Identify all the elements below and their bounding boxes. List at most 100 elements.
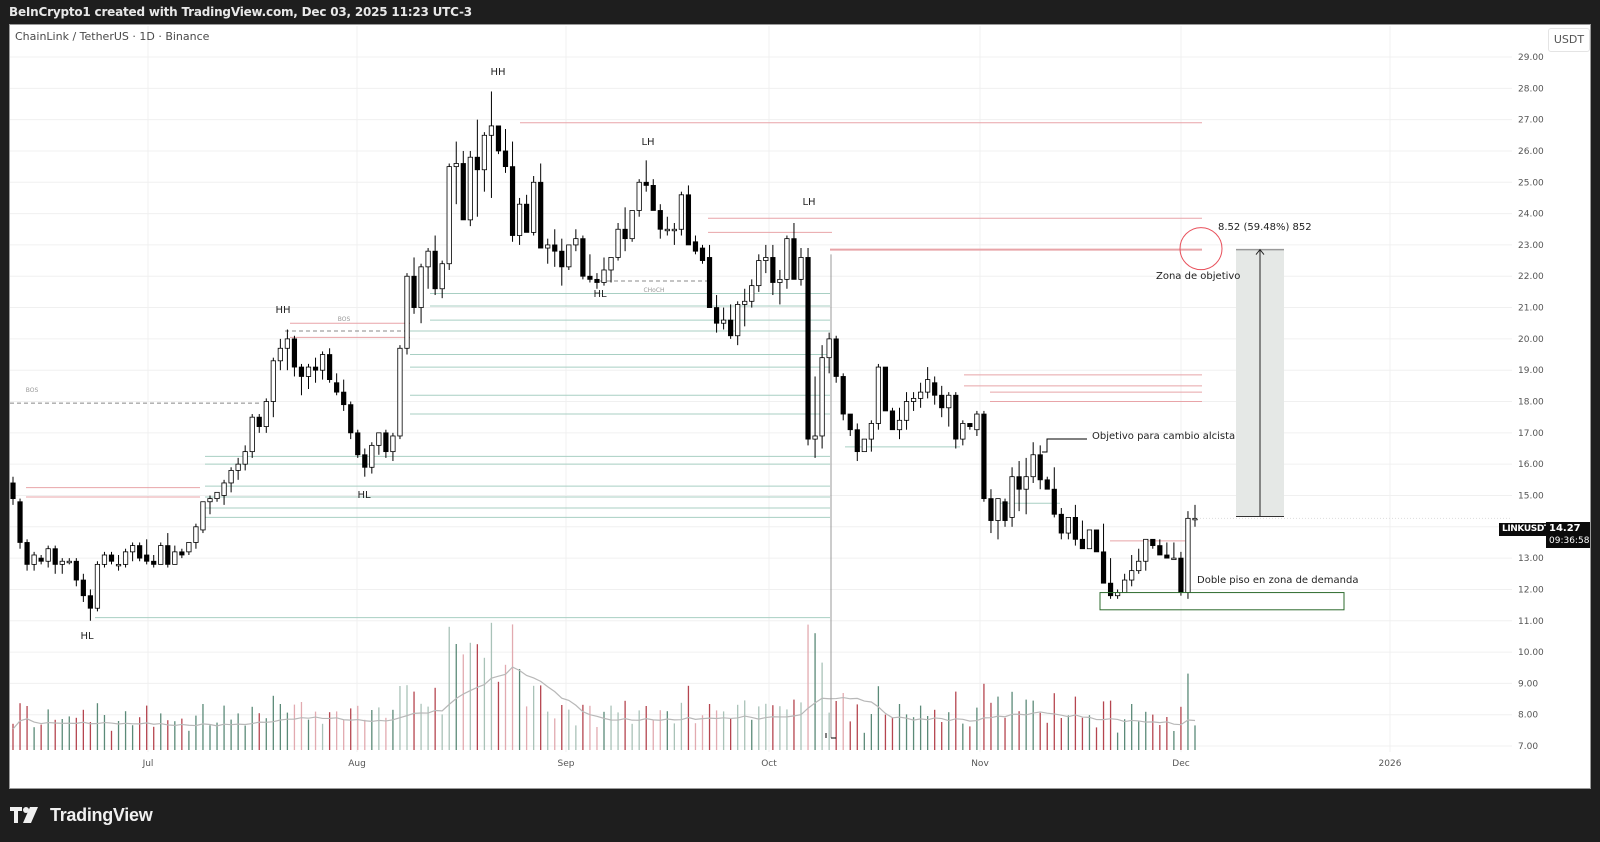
bear-candle [1107, 582, 1114, 597]
price-axis-label: 13.00 [1518, 554, 1544, 564]
grid [10, 26, 1512, 752]
bull-candle [1192, 517, 1198, 521]
bear-candle [1079, 538, 1086, 550]
bull-candle [678, 194, 684, 230]
bull-candle [784, 238, 790, 280]
bull-candle [995, 498, 1001, 521]
bull-candle [671, 228, 677, 232]
bull-candle [629, 210, 635, 240]
bear-candle [383, 432, 389, 453]
bear-candle [355, 432, 361, 456]
bull-candle [425, 250, 431, 268]
bull-candle [819, 357, 825, 437]
chart-annotation[interactable]: 8.52 (59.48%) 852 [1218, 222, 1312, 233]
bull-candle [531, 181, 537, 233]
bull-candle [1023, 476, 1029, 490]
chart-annotation[interactable]: HL [80, 631, 94, 642]
demand-zone-box[interactable] [1099, 592, 1345, 611]
bull-candle [903, 401, 910, 421]
price-axis-label: 23.00 [1518, 241, 1544, 251]
bear-candle [706, 257, 713, 308]
bull-candle [735, 304, 741, 337]
bull-candle [749, 285, 755, 302]
tradingview-logo[interactable]: TradingView [10, 804, 153, 826]
price-axis-label: 17.00 [1518, 429, 1544, 439]
tradingview-logo-icon [10, 807, 38, 823]
bear-candle [1058, 513, 1064, 534]
bear-candle [165, 545, 171, 565]
volume-pane [12, 622, 1196, 750]
bull-candle [1171, 557, 1177, 561]
bull-candle [756, 260, 762, 287]
target-zone-circle[interactable] [1179, 227, 1223, 271]
bear-candle [1002, 501, 1008, 521]
bull-candle [798, 257, 804, 280]
price-axis-label: 29.00 [1518, 53, 1544, 63]
bull-candle [101, 554, 108, 565]
price-axis-label: 15.00 [1518, 491, 1544, 501]
price-axis-label: 12.00 [1518, 585, 1544, 595]
bull-candle [397, 347, 403, 437]
chart-annotation[interactable]: BOS [338, 316, 351, 323]
bear-candle [650, 185, 656, 211]
bull-candle [235, 463, 241, 471]
bull-candle [305, 366, 312, 377]
chart-annotation[interactable]: Zona de objetivo [1156, 271, 1240, 282]
bull-candle [1030, 454, 1036, 478]
bear-candle [341, 391, 347, 406]
chart-annotation[interactable]: LH [641, 137, 654, 148]
bull-candle [1122, 579, 1128, 593]
bear-candle [967, 423, 973, 427]
price-axis[interactable]: 29.00 28.00 27.00 26.00 25.00 24.00 23.00 22.00… [1518, 53, 1544, 752]
bull-candle [59, 560, 65, 565]
bull-candle [868, 423, 874, 440]
bear-candle [362, 454, 368, 468]
chart-annotation[interactable]: CHoCH [643, 287, 664, 294]
chart-annotation[interactable]: Doble piso en zona de demanda [1197, 575, 1358, 586]
chart-annotation[interactable]: Objetivo para cambio alcista [1092, 431, 1235, 442]
bear-candle [728, 319, 734, 337]
time-axis-label: Aug [348, 759, 366, 769]
price-axis-label: 20.00 [1518, 335, 1544, 345]
bull-candle [925, 379, 931, 393]
bear-candle [833, 338, 839, 377]
price-range-measure[interactable] [1236, 248, 1284, 517]
chart-panel[interactable] [9, 24, 1591, 789]
bull-candle [319, 354, 326, 371]
candles [10, 91, 1198, 621]
chart-annotation[interactable]: LH [802, 197, 815, 208]
bear-candle [10, 482, 16, 500]
bull-candle [186, 542, 192, 553]
bear-candle [24, 542, 30, 565]
bear-candle [770, 257, 776, 283]
bear-candle [1016, 476, 1022, 490]
bear-candle [538, 181, 544, 249]
bear-candle [312, 366, 319, 371]
bull-candle [158, 545, 164, 565]
bull-candle [1009, 476, 1015, 518]
chart-annotation[interactable]: HH [275, 305, 290, 316]
bull-candle [1185, 517, 1191, 593]
bear-candle [840, 376, 846, 415]
bear-candle [144, 554, 150, 562]
bear-candle [988, 498, 994, 521]
chart-annotation[interactable]: HL [357, 490, 371, 501]
time-axis[interactable]: Jul Aug Sep Oct Nov Dec 2026 [142, 759, 1402, 769]
price-axis-label: 22.00 [1518, 272, 1544, 282]
chart-annotation[interactable]: HL [593, 289, 607, 300]
chart-annotation[interactable]: BOS [26, 387, 39, 394]
bull-candle [418, 266, 424, 308]
chart-annotation[interactable]: HH [490, 67, 505, 78]
symbol-price-label: LINKUSDT [1499, 523, 1553, 536]
bear-candle [1164, 554, 1170, 559]
bull-candle [910, 397, 917, 402]
currency-button[interactable]: USDT [1548, 28, 1590, 52]
price-axis-label: 19.00 [1518, 366, 1544, 376]
price-axis-label: 27.00 [1518, 116, 1544, 126]
last-price-value: 14.27 [1549, 523, 1581, 534]
bear-candle [137, 545, 143, 559]
price-axis-label: 11.00 [1518, 617, 1544, 627]
price-axis-label: 8.00 [1518, 711, 1538, 721]
bear-candle [1044, 479, 1050, 490]
